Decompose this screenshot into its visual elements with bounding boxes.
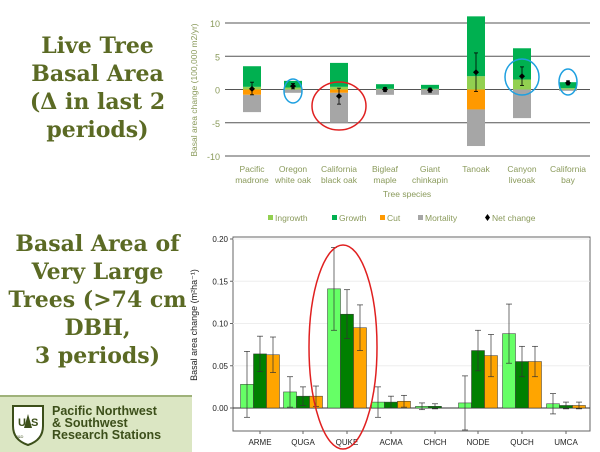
net-change-marker	[427, 87, 433, 94]
title-line: Basal Area	[31, 61, 164, 87]
svg-text:U: U	[18, 417, 26, 429]
footer-line: Pacific Northwest	[52, 404, 157, 418]
x-tick-label: California	[550, 164, 586, 174]
x-tick-label: QUCH	[510, 438, 534, 447]
y-axis-title: Basal area change (100,000 m2/yr)	[189, 23, 199, 156]
x-tick-label: liveoak	[509, 175, 536, 185]
y-tick-label: 5	[215, 52, 220, 62]
station-name: Pacific Northwest & Southwest Research S…	[52, 404, 162, 442]
x-tick-label: bay	[561, 175, 575, 185]
footer-banner: U S R&D Pacific Northwest & Southwest Re…	[0, 395, 192, 452]
y-tick-label: -5	[212, 119, 220, 129]
highlight-circle-red	[308, 244, 378, 450]
title-line: Trees (>74 cm	[8, 287, 187, 313]
x-tick-label: chinkapin	[412, 175, 448, 185]
net-change-marker	[519, 73, 525, 80]
x-tick-label: ARME	[248, 438, 271, 447]
forest-service-shield-icon: U S R&D	[12, 405, 44, 446]
y-tick-label: -10	[207, 152, 220, 162]
live-tree-basal-area-title: Live Tree Basal Area (Δ in last 2 period…	[0, 32, 195, 144]
legend-label: Net change	[492, 213, 536, 223]
highlight-circle-blue	[504, 58, 540, 96]
highlight-circle-red	[311, 81, 367, 131]
bar-mortality	[559, 89, 577, 91]
bar-growth	[330, 62, 348, 87]
net-change-marker	[336, 93, 342, 100]
svg-text:S: S	[31, 417, 38, 429]
x-tick-label: ACMA	[379, 438, 403, 447]
x-tick-label: white oak	[274, 175, 312, 185]
large-trees-title: Basal Area of Very Large Trees (>74 cm D…	[0, 230, 195, 370]
legend-swatch	[485, 214, 490, 221]
title-line: periods)	[46, 117, 149, 143]
highlight-circle-blue	[558, 68, 578, 96]
x-tick-label: black oak	[321, 175, 358, 185]
title-line: Very Large	[31, 259, 164, 285]
y-tick-label: 0.20	[212, 235, 228, 244]
footer-line: Research Stations	[52, 428, 162, 442]
bar-ingrowth	[559, 88, 577, 90]
x-tick-label: Giant	[420, 164, 441, 174]
title-line: Live Tree	[41, 33, 154, 59]
x-tick-label: Canyon	[507, 164, 537, 174]
x-tick-label: UMCA	[554, 438, 578, 447]
x-tick-label: CHCH	[423, 438, 446, 447]
y-tick-label: 0.15	[212, 277, 228, 286]
legend-label: Mortality	[425, 213, 458, 223]
y-tick-label: 0.10	[212, 320, 228, 329]
legend-swatch	[332, 215, 337, 220]
y-tick-label: 0.00	[212, 404, 228, 413]
x-tick-label: QUKE	[336, 438, 359, 447]
net-change-marker	[249, 85, 255, 92]
highlight-circle-blue	[283, 78, 303, 104]
svg-text:R&D: R&D	[15, 434, 24, 439]
x-tick-label: maple	[373, 175, 396, 185]
bar-mortality	[284, 89, 302, 93]
y-tick-label: 0.05	[212, 362, 228, 371]
x-axis-title: Tree species	[383, 189, 431, 199]
bar-growth	[467, 16, 485, 77]
title-line: DBH,	[64, 315, 131, 341]
x-tick-label: NODE	[466, 438, 489, 447]
bar-cut	[467, 89, 485, 110]
x-tick-label: Oregon	[279, 164, 308, 174]
footer-line: & Southwest	[52, 416, 128, 430]
y-axis-title: Basal area change (m²ha⁻¹)	[189, 269, 199, 381]
y-tick-label: 10	[210, 19, 220, 29]
bar-mortality	[243, 94, 261, 113]
legend-label: Ingrowth	[275, 213, 308, 223]
legend-swatch	[268, 215, 273, 220]
net-change-marker	[290, 83, 296, 90]
net-change-marker	[473, 69, 479, 76]
legend-label: Cut	[387, 213, 401, 223]
bar-mortality	[513, 89, 531, 119]
large-tree-basal-area-chart: 0.20 0.15 0.10 0.05 0.00 Basal area change (m…	[189, 235, 591, 450]
bar-growth	[421, 84, 439, 89]
x-tick-label: Bigleaf	[372, 164, 399, 174]
x-tick-label: madrone	[235, 175, 269, 185]
bar-growth	[243, 66, 261, 87]
bar-mortality	[330, 92, 348, 123]
legend-swatch	[418, 215, 423, 220]
live-tree-basal-area-chart: 10 5 0 -5 -10 Basal area change (100,000 m2/y…	[189, 16, 590, 223]
x-tick-label: QUGA	[291, 438, 315, 447]
title-line: 3 periods)	[34, 343, 161, 369]
bar-mortality	[467, 109, 485, 147]
x-tick-label: Tanoak	[462, 164, 490, 174]
title-line: (Δ in last 2	[29, 89, 166, 115]
bar-growth	[513, 48, 531, 80]
legend-swatch	[380, 215, 385, 220]
net-change-marker	[565, 79, 571, 86]
x-tick-label: California	[321, 164, 357, 174]
y-tick-label: 0	[215, 86, 220, 96]
title-line: Basal Area of	[15, 231, 180, 257]
net-change-marker	[382, 86, 388, 93]
x-tick-label: Pacific	[239, 164, 265, 174]
legend-label: Growth	[339, 213, 367, 223]
